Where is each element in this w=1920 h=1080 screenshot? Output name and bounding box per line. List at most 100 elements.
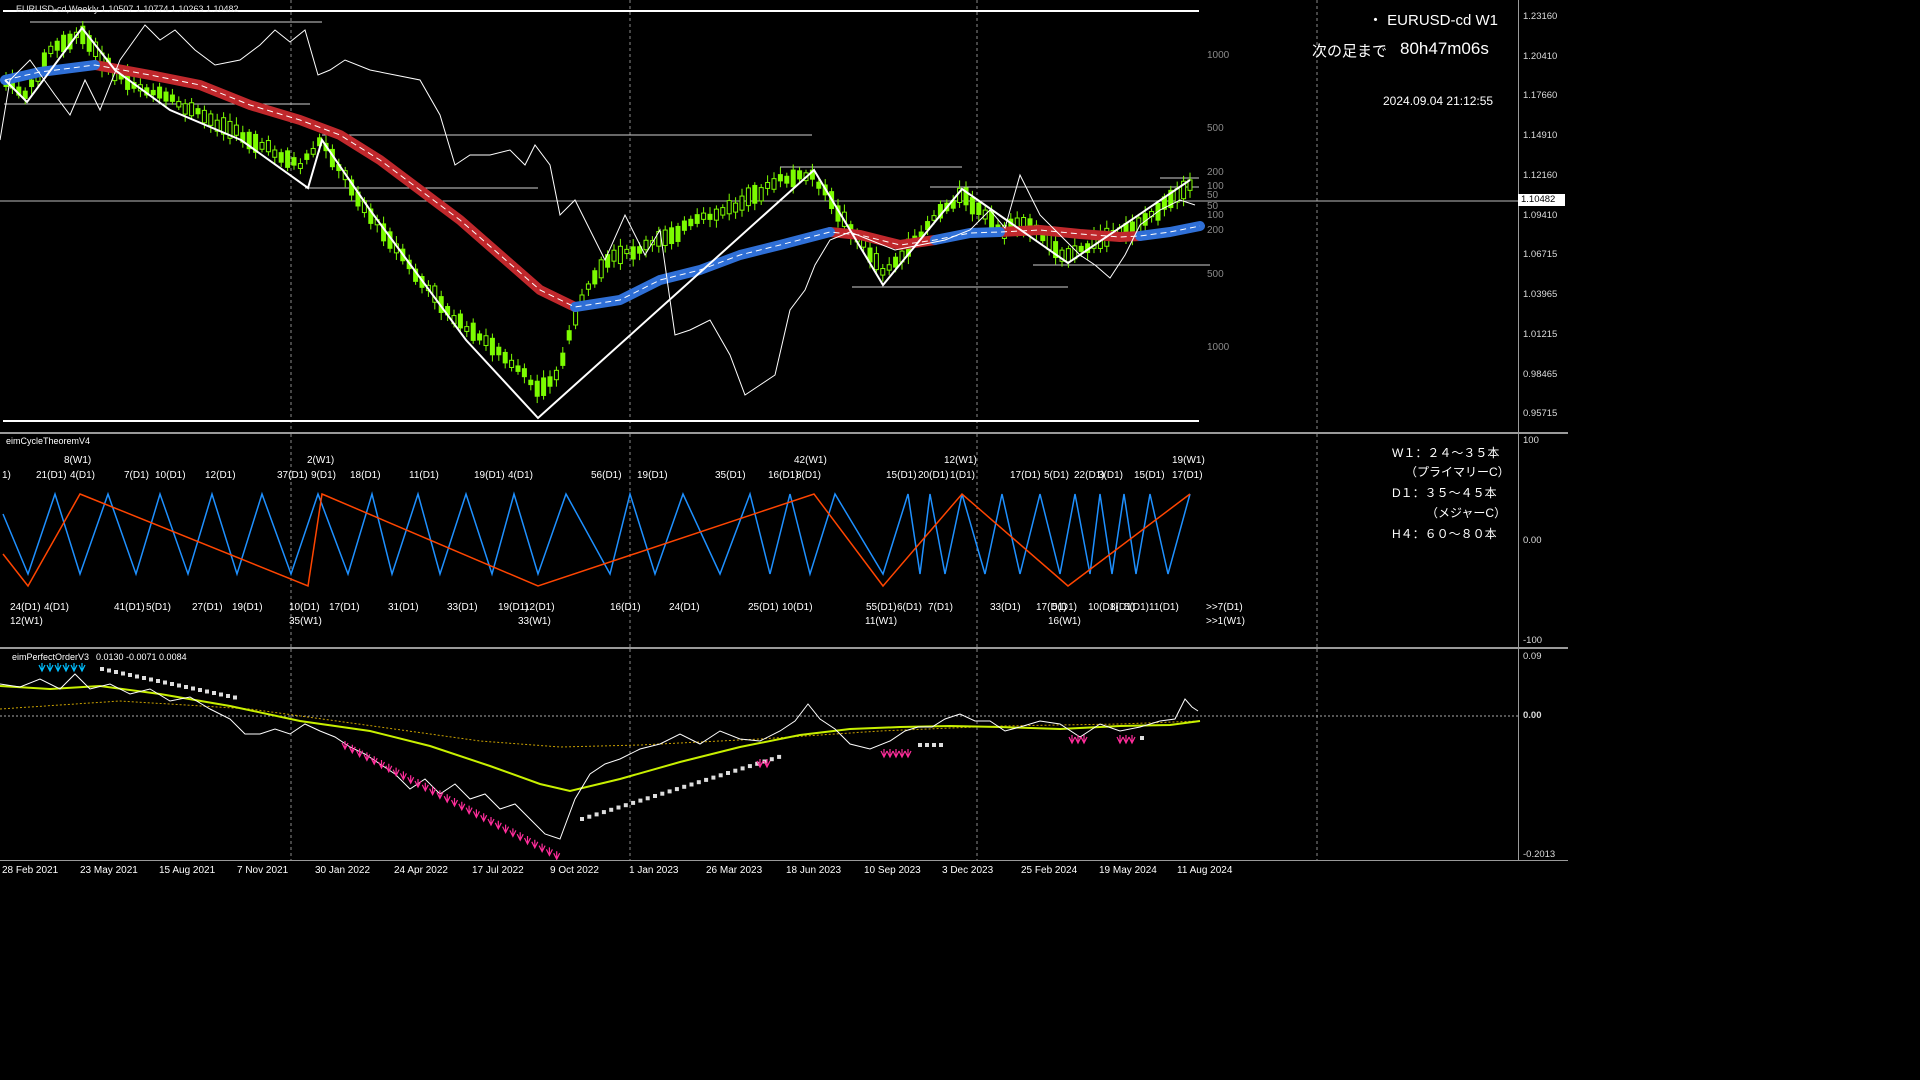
signal-arrow [458,801,466,812]
signal-arrow [1080,735,1088,745]
price-tick: 1.09410 [1523,210,1558,221]
signal-square [918,743,922,747]
cycle-label: 18(D1) [350,470,381,481]
cycle-label: 17(D1) [329,602,360,613]
signal-arrow [480,813,488,823]
price-tick: 1.14910 [1523,130,1558,141]
candle-body [515,365,521,372]
cycle-label: 42(W1) [794,455,827,466]
date-tick: 9 Oct 2022 [550,865,599,876]
perfect-order-chart[interactable] [0,649,1518,860]
countdown-label: 次の足まで [1312,43,1388,60]
date-axis[interactable]: 28 Feb 2021 23 May 2021 15 Aug 2021 7 No… [0,860,1568,883]
cycle-label: 4(D1) [44,602,70,613]
candle-body [304,153,310,160]
perfect-order-pane[interactable]: eimPerfectOrderV3 0.0130 -0.0071 0.0084 [0,649,1518,860]
price-tick: 1.17660 [1523,90,1558,101]
price-chart[interactable] [0,0,1518,432]
cycle-chart[interactable] [0,434,1518,647]
candle-body [790,169,796,188]
cycle-label: 21(D1) [36,470,67,481]
signal-arrow [450,798,459,808]
server-datetime: 2024.09.04 21:12:55 [1383,94,1494,108]
candle-body [624,248,630,255]
pane-separator[interactable] [0,647,1568,649]
date-tick: 24 Apr 2022 [394,865,448,876]
cycle-label: 24(D1) [10,602,41,613]
pip-label-500-up: 500 [1207,123,1224,134]
pip-label-1000-up: 1000 [1207,50,1230,61]
cycle-legend-w1: W１：２４～３５本 [1392,446,1500,460]
candle-body [150,89,156,96]
cycle-label: 15(D1) [886,470,917,481]
signal-square [107,668,111,673]
candle-body [1040,234,1046,242]
candle-body [726,200,732,215]
signal-arrow [487,817,495,827]
cycle-legend-major: （メジャーC） [1426,506,1507,520]
cycle-label: 8(D1) [1110,602,1136,613]
candle-body [208,113,214,126]
candle-body [253,133,259,153]
perfect-order-values: 0.0130 -0.0071 0.0084 [96,652,187,662]
signal-square [660,791,665,796]
signal-arrow [1122,735,1130,745]
candle-body [221,117,227,135]
cycle-label: 10(D1) [782,602,813,613]
signal-square [198,688,202,692]
candle-body [80,25,86,45]
candle-body [169,94,175,102]
signal-arrow [904,749,912,759]
cycle-label: 20(D1) [918,470,949,481]
cycle-label: 12(D1) [524,602,555,613]
price-tick: 1.03965 [1523,289,1558,300]
signal-arrow [429,786,437,796]
candle-body [1065,248,1071,263]
candle-body [643,239,649,251]
candle-body [797,170,803,180]
candle-body [29,79,35,88]
candle-body [534,380,540,397]
cycle-label: 16(W1) [1048,616,1081,627]
cycle-label: 35(D1) [715,470,746,481]
signal-square [191,686,195,691]
candle-body [637,246,643,254]
signal-square [653,794,657,798]
cycle-theorem-pane[interactable]: eimCycleTheoremV4 1) 21(D1) 8(W1) 4(D1) … [0,434,1518,647]
candle-body [1059,249,1065,262]
candle-body [585,283,591,290]
signal-arrow [443,794,451,804]
candle-body [61,34,67,53]
candle-body [547,376,553,387]
main-chart-pane[interactable]: EURUSD-cd,Weekly 1.10507 1.10774 1.10263… [0,0,1518,432]
cycle-label: 33(D1) [447,602,478,613]
cycle-projection-label: >>7(D1) [1206,602,1243,613]
candle-body [41,52,47,67]
price-axis[interactable]: 1.23160 1.20410 1.17660 1.14910 1.12160 … [1518,0,1569,432]
cycle-label: 33(D1) [990,602,1021,613]
candle-body [176,100,182,108]
pane-separator[interactable] [0,432,1568,434]
signal-square [184,685,188,689]
cycle-axis[interactable]: 100 0.00 -100 [1518,434,1569,647]
perfect-order-axis[interactable]: 0.09 0.00 -0.2013 [1518,649,1569,860]
cycle-label: 16(D1) [768,470,799,481]
cycle-major-line [2,491,1191,577]
candle-body [669,227,675,245]
signal-arrow [553,851,561,860]
signal-square [645,796,650,801]
cycle-label: 24(D1) [669,602,700,613]
signal-square [233,695,237,700]
signal-square [205,689,209,694]
candle-body [931,215,937,221]
symbol-timeframe-label: ・ EURUSD-cd W1 [1368,12,1499,29]
signal-arrow [1068,735,1076,745]
signal-arrow [538,843,546,853]
candle-body [688,218,694,227]
candle-body [1078,245,1084,252]
signal-arrow [1074,735,1082,745]
candle-body [784,175,790,184]
candle-body [502,351,508,364]
signal-square [755,761,760,766]
signal-square [1140,736,1144,740]
